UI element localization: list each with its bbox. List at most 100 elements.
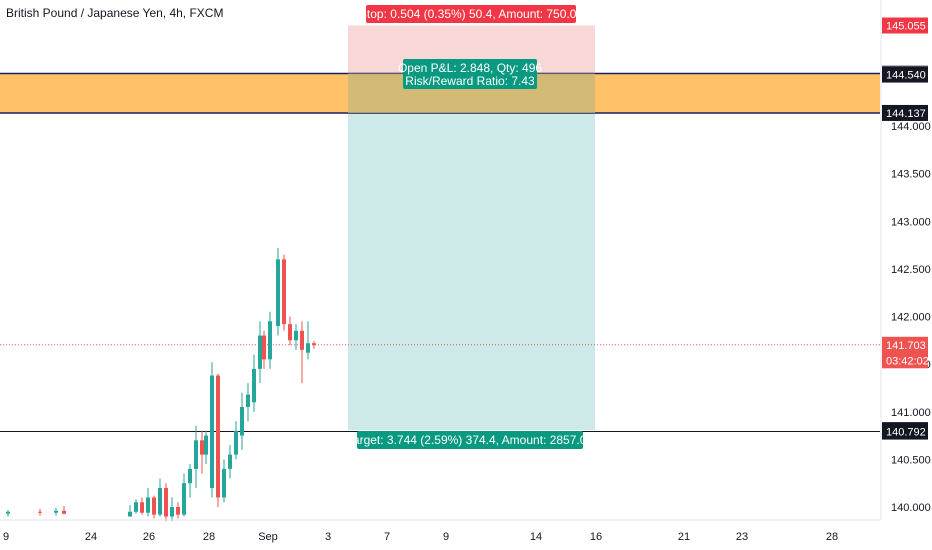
- candle-body: [62, 510, 66, 514]
- candle-body: [176, 507, 180, 515]
- x-tick-label: 28: [826, 531, 838, 543]
- candle: [216, 373, 220, 507]
- candle-body: [258, 335, 262, 369]
- candle-body: [170, 507, 174, 517]
- candle: [134, 499, 138, 514]
- candle-body: [276, 259, 280, 327]
- candle: [258, 321, 262, 384]
- candle-body: [194, 440, 198, 469]
- candle: [62, 506, 66, 515]
- price-label: 144.540: [882, 66, 928, 83]
- candle: [6, 509, 10, 517]
- candle: [288, 316, 292, 346]
- candle: [246, 383, 250, 422]
- price-label-text: 144.540: [886, 70, 926, 82]
- target-label-bg: [357, 431, 583, 449]
- candle-body: [294, 330, 298, 341]
- y-tick-label: 142.500: [891, 264, 931, 276]
- target-zone: [348, 74, 595, 431]
- price-label-bg: [882, 17, 928, 34]
- candle-body: [54, 510, 58, 513]
- candle: [276, 247, 280, 336]
- candle: [282, 254, 286, 331]
- candle-body: [140, 502, 144, 513]
- candle-body: [306, 343, 310, 353]
- candle-body: [38, 511, 42, 513]
- rr-text: Risk/Reward Ratio: 7.43: [405, 74, 535, 88]
- candle: [54, 507, 58, 516]
- x-tick-label: 21: [678, 531, 690, 543]
- candle: [222, 459, 226, 503]
- candle-body: [216, 375, 220, 498]
- y-tick-label: 144.000: [891, 121, 931, 133]
- candle-body: [182, 483, 186, 515]
- y-tick-label: 143.500: [891, 169, 931, 181]
- candle-body: [222, 468, 226, 498]
- candle: [200, 430, 204, 474]
- target-label: Target: 3.744 (2.59%) 374.4, Amount: 285…: [347, 431, 593, 449]
- candle: [128, 505, 132, 517]
- candle-body: [146, 497, 150, 513]
- x-tick-label: 28: [203, 531, 215, 543]
- candle: [152, 495, 156, 519]
- x-tick-label: 9: [443, 531, 449, 543]
- price-label-bg: [882, 352, 928, 369]
- candle: [170, 497, 174, 522]
- price-label-text: 144.137: [886, 108, 926, 120]
- candle: [182, 473, 186, 517]
- y-tick-label: 140.000: [891, 502, 931, 514]
- x-tick-label: 26: [143, 531, 155, 543]
- x-tick-label: 23: [736, 531, 748, 543]
- candle-body: [164, 487, 168, 517]
- candle: [176, 502, 180, 519]
- candle-body: [234, 430, 238, 455]
- candle: [262, 330, 266, 369]
- price-label-bg: [882, 336, 928, 353]
- candle-body: [134, 502, 138, 512]
- price-label-text: 141.703: [886, 340, 926, 352]
- stop-label-bg: [366, 5, 576, 23]
- price-label: 140.792: [882, 423, 928, 440]
- price-label-bg: [882, 66, 928, 83]
- candle: [140, 497, 144, 515]
- candle-body: [300, 330, 304, 350]
- candle: [240, 392, 244, 450]
- price-label-text: 140.792: [886, 427, 926, 439]
- pnl-label-bg: [403, 59, 537, 89]
- candle: [146, 487, 150, 517]
- candle-body: [204, 435, 208, 455]
- candle: [210, 362, 214, 498]
- y-tick-label: 142.000: [891, 312, 931, 324]
- stop-label-text: Stop: 0.504 (0.35%) 50.4, Amount: 750.02: [359, 7, 583, 21]
- candle: [234, 421, 238, 460]
- candle-body: [312, 343, 316, 346]
- candle: [268, 311, 272, 369]
- candle-body: [282, 259, 286, 325]
- candle-body: [200, 440, 204, 455]
- candle-body: [158, 487, 162, 515]
- candle: [164, 483, 168, 522]
- candle: [204, 430, 208, 465]
- candle-body: [152, 497, 156, 515]
- candle: [252, 354, 256, 412]
- candle: [300, 321, 304, 384]
- price-label-text: 145.055: [886, 21, 926, 33]
- price-label: 03:42:02: [882, 352, 929, 369]
- candle: [188, 464, 192, 498]
- x-tick-label: 16: [590, 531, 602, 543]
- candle-body: [228, 454, 232, 469]
- price-label: 141.703: [882, 336, 928, 353]
- candle: [294, 324, 298, 350]
- price-label-bg: [882, 104, 928, 121]
- y-tick-label: 143.000: [891, 216, 931, 228]
- candle: [306, 321, 310, 360]
- x-tick-label: 7: [384, 531, 390, 543]
- candle-body: [268, 321, 272, 360]
- candle: [38, 508, 42, 516]
- price-label: 145.055: [882, 17, 928, 34]
- chart-title: British Pound / Japanese Yen, 4h, FXCM: [6, 6, 224, 20]
- y-tick-label: 141.000: [891, 407, 931, 419]
- candle-body: [6, 511, 10, 514]
